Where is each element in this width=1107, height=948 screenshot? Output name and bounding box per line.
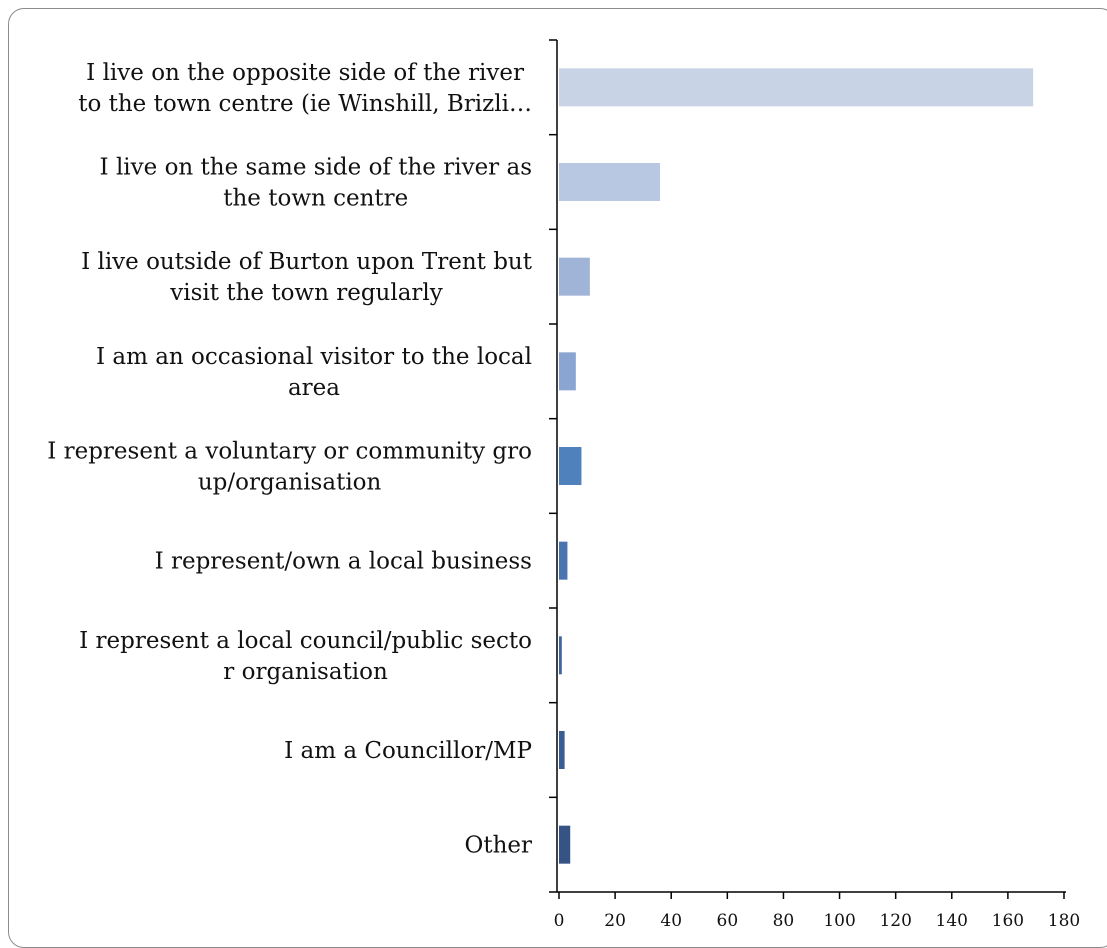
category-label-line: Other xyxy=(464,833,532,859)
category-label-line: r organisation xyxy=(223,659,388,685)
category-label-line: up/organisation xyxy=(198,470,382,496)
category-label-line: visit the town regularly xyxy=(169,280,443,306)
x-tick-label: 80 xyxy=(773,911,795,931)
bar xyxy=(559,731,565,769)
bar xyxy=(559,825,571,864)
category-label-line: I am a Councillor/MP xyxy=(284,738,532,764)
category-label: I represent a local council/public secto… xyxy=(79,628,532,685)
category-label: I live on the opposite side of the river… xyxy=(78,60,532,117)
bar xyxy=(559,257,590,296)
category-label-line: I represent a local council/public secto xyxy=(79,628,532,654)
x-tick-label: 140 xyxy=(936,911,968,931)
x-tick-label: 100 xyxy=(823,911,855,931)
category-label: I live outside of Burton upon Trent but v… xyxy=(81,249,533,306)
category-label-line: I live on the opposite side of the river xyxy=(86,60,524,86)
category-label-line: the town centre xyxy=(223,186,408,212)
category-label: Other xyxy=(464,833,532,859)
x-tick-label: 60 xyxy=(717,911,739,931)
x-tick-label: 120 xyxy=(879,911,911,931)
bar xyxy=(559,352,576,391)
category-label-line: area xyxy=(288,375,340,401)
bar xyxy=(559,447,582,485)
x-tick-label: 160 xyxy=(992,911,1024,931)
x-tick-label: 0 xyxy=(554,911,565,931)
bar xyxy=(559,636,562,675)
category-label: I live on the same side of the river as t… xyxy=(100,155,532,212)
category-label-line: I represent a voluntary or community gro xyxy=(47,439,532,465)
category-label: I am a Councillor/MP xyxy=(284,738,532,764)
x-tick-label: 180 xyxy=(1048,911,1080,931)
bar xyxy=(559,163,660,201)
category-label: I am an occasional visitor to the local a… xyxy=(96,344,532,401)
bar xyxy=(559,68,1034,107)
bar xyxy=(559,541,568,580)
category-label-line: I live outside of Burton upon Trent but xyxy=(81,249,533,275)
category-label-line: I am an occasional visitor to the local xyxy=(96,344,532,370)
x-tick-label: 20 xyxy=(604,911,626,931)
category-label-line: I live on the same side of the river as xyxy=(100,155,532,181)
x-tick-label: 40 xyxy=(660,911,682,931)
category-label-line: I represent/own a local business xyxy=(155,549,532,575)
category-label: I represent a voluntary or community gro… xyxy=(47,439,532,496)
category-label: I represent/own a local business xyxy=(155,549,532,575)
category-label-line: to the town centre (ie Winshill, Brizli… xyxy=(78,91,532,117)
